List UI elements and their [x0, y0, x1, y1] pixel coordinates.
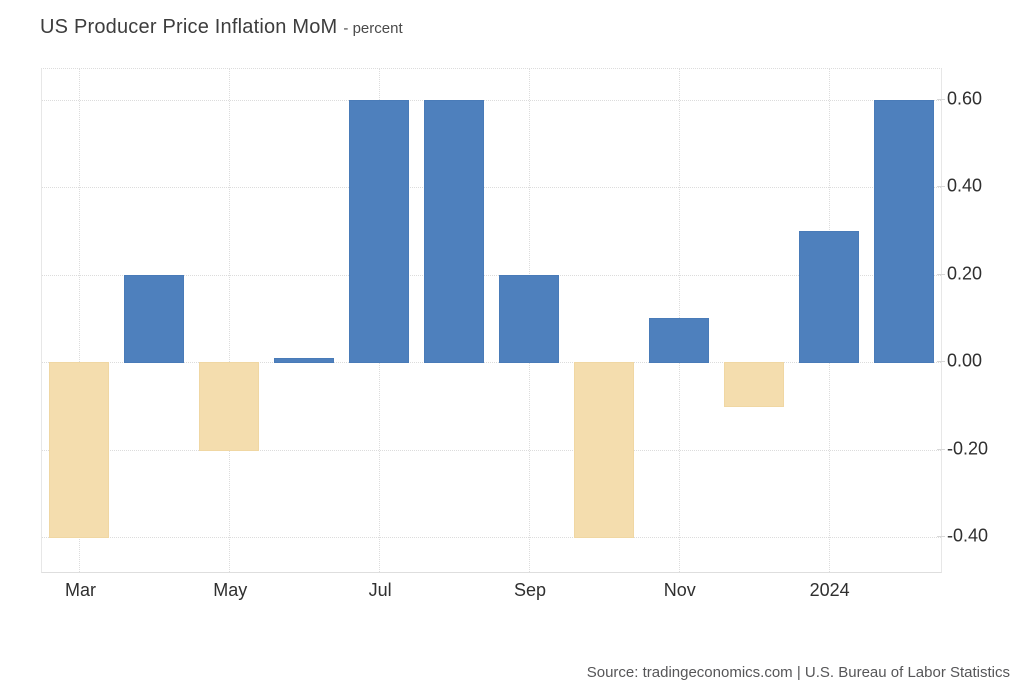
x-axis-label-sep: Sep — [513, 580, 546, 600]
bar-jul-2023[interactable] — [349, 99, 410, 364]
h-gridline--0.40 — [42, 537, 941, 538]
y-axis-label: -0.20 — [947, 438, 989, 459]
y-axis-label: -0.40 — [947, 525, 989, 546]
bar-may-2023[interactable] — [199, 362, 260, 451]
bar-sep-2023[interactable] — [498, 274, 559, 364]
v-gridline-May — [229, 69, 231, 572]
y-axis-label: 0.00 — [947, 350, 983, 371]
h-gridline-0.40 — [42, 187, 941, 189]
y-axis-label: 0.40 — [947, 175, 983, 196]
y-axis-tick — [937, 98, 945, 100]
y-axis-tick — [937, 186, 945, 188]
y-axis-tick — [937, 361, 945, 363]
y-axis-label: 0.20 — [947, 263, 983, 284]
bar-nov-2023[interactable] — [648, 318, 709, 364]
x-axis-label-mar: Mar — [64, 580, 96, 600]
chart-subtitle: - percent — [343, 20, 403, 37]
x-axis-label-2024: 2024 — [809, 580, 850, 600]
h-gridline-0.00 — [42, 362, 941, 364]
h-gridline--0.20 — [42, 449, 941, 451]
bar-aug-2023[interactable] — [424, 99, 485, 364]
y-axis-label: 0.60 — [947, 88, 983, 109]
h-gridline-0.20 — [42, 274, 941, 276]
plot-area — [41, 68, 942, 573]
bar-jan-2024[interactable] — [798, 230, 859, 364]
chart-header: US Producer Price Inflation MoM - percent — [40, 16, 403, 39]
x-axis-label-nov: Nov — [663, 580, 696, 600]
v-gridline-Mar — [79, 69, 81, 572]
bar-apr-2023[interactable] — [124, 274, 185, 364]
chart-title: US Producer Price Inflation MoM — [40, 16, 338, 38]
y-axis-tick — [937, 448, 945, 450]
h-gridline-0.60 — [42, 99, 941, 101]
bar-oct-2023[interactable] — [573, 362, 634, 538]
bar-dec-2023[interactable] — [723, 362, 784, 407]
y-axis-tick — [937, 273, 945, 275]
x-axis-label-may: May — [213, 580, 248, 600]
x-axis-label-jul: Jul — [368, 580, 392, 600]
source-attribution: Source: tradingeconomics.com | U.S. Bure… — [586, 664, 1010, 681]
y-axis-tick — [937, 536, 945, 537]
bar-mar-2023[interactable] — [49, 362, 110, 538]
bar-jun-2023[interactable] — [274, 357, 335, 364]
bar-feb-2024[interactable] — [873, 99, 934, 364]
